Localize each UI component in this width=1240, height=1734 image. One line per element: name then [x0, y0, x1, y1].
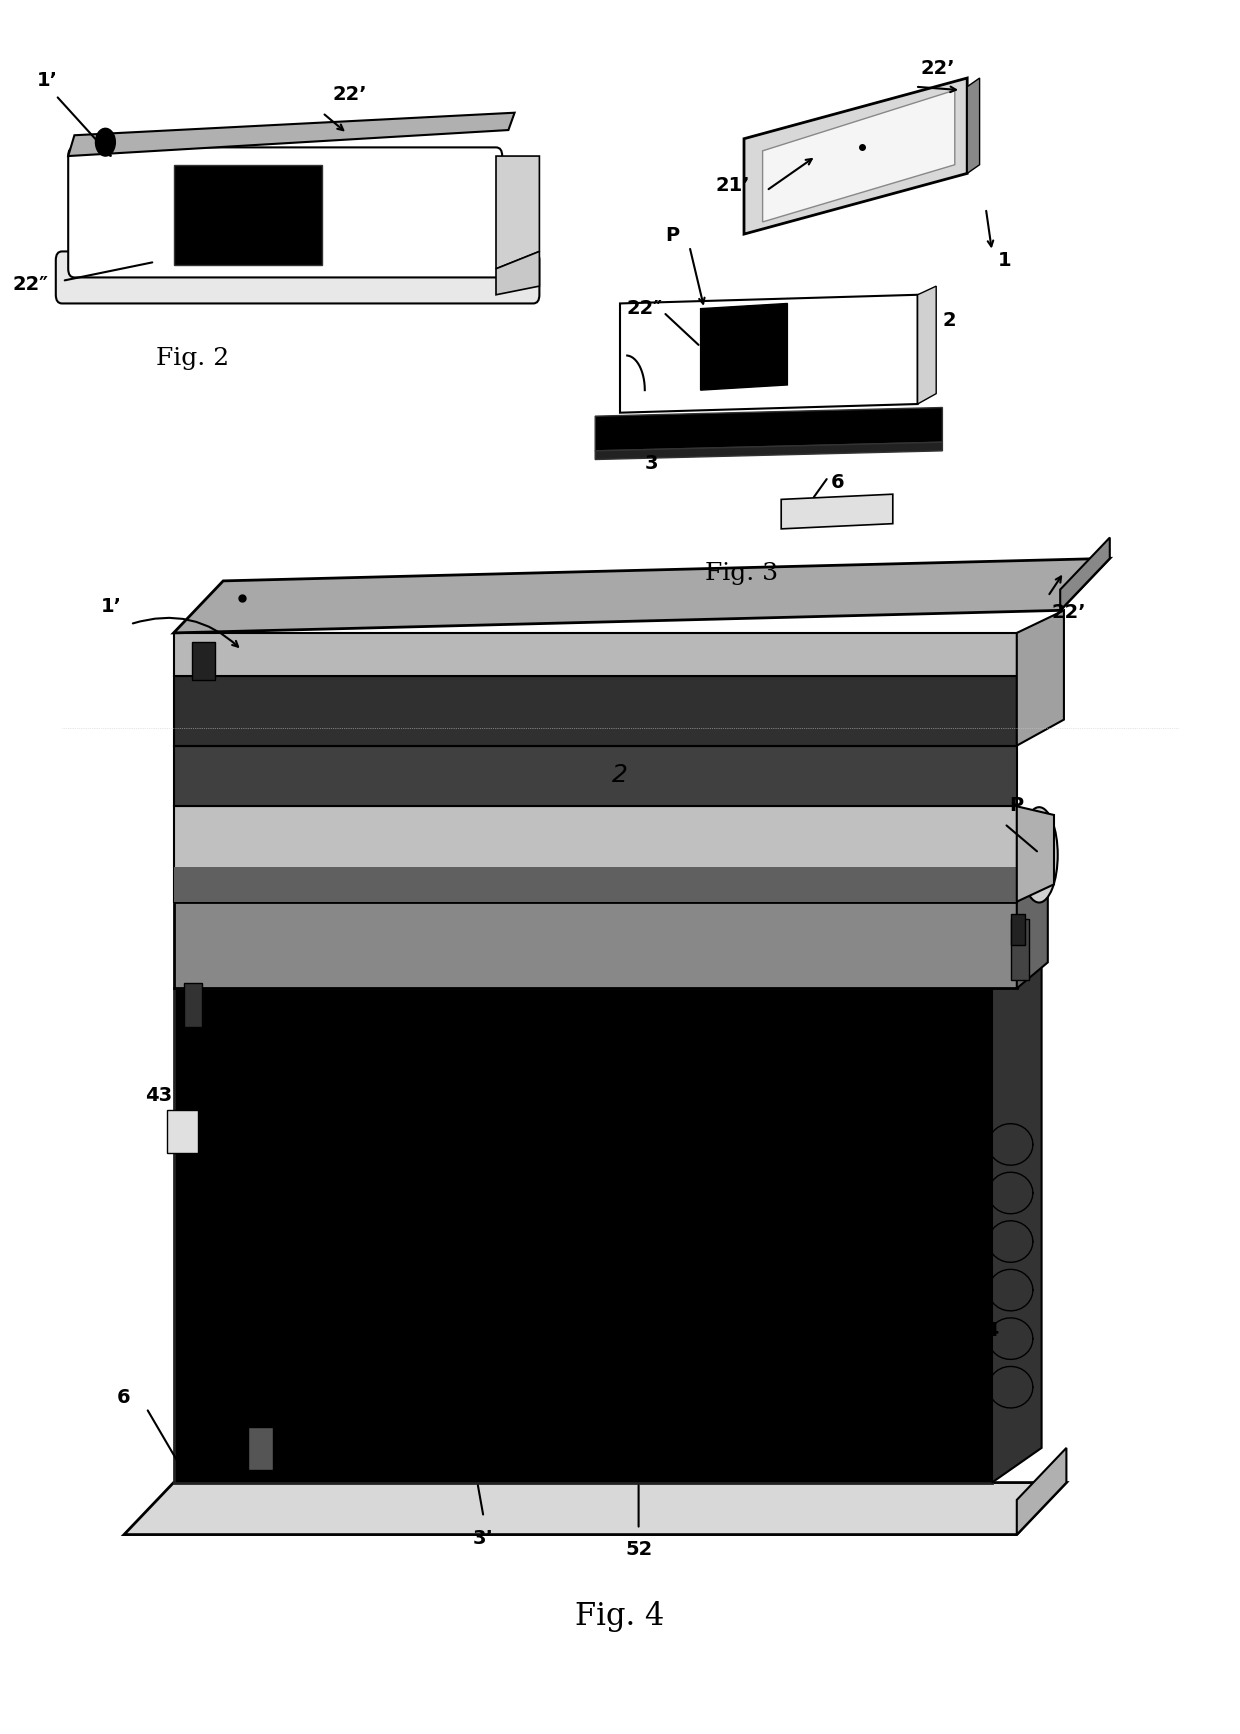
FancyBboxPatch shape: [68, 147, 502, 277]
Text: 54: 54: [972, 1321, 999, 1340]
Polygon shape: [174, 746, 1017, 806]
Polygon shape: [1017, 806, 1054, 902]
Text: Fig. 3: Fig. 3: [706, 562, 777, 584]
Polygon shape: [744, 78, 967, 234]
Bar: [192, 642, 215, 680]
Bar: [184, 983, 202, 1027]
Bar: [1011, 914, 1025, 945]
Text: 21’: 21’: [715, 177, 750, 194]
Polygon shape: [496, 251, 539, 295]
Circle shape: [95, 128, 115, 156]
Polygon shape: [174, 676, 1017, 746]
Text: 6: 6: [831, 473, 844, 491]
Polygon shape: [174, 988, 992, 1483]
Text: 1: 1: [998, 251, 1012, 269]
Polygon shape: [781, 494, 893, 529]
Text: 22″: 22″: [626, 300, 663, 317]
Text: P: P: [666, 227, 680, 244]
Polygon shape: [174, 806, 1017, 902]
Polygon shape: [763, 90, 955, 222]
Text: 1’: 1’: [37, 71, 57, 90]
Polygon shape: [496, 156, 539, 269]
Polygon shape: [174, 558, 1110, 633]
Text: 6: 6: [118, 1389, 130, 1406]
FancyBboxPatch shape: [56, 251, 539, 303]
Text: 22’: 22’: [1052, 603, 1086, 623]
Text: 3’: 3’: [474, 1529, 494, 1548]
Polygon shape: [595, 407, 942, 451]
Text: 3: 3: [645, 454, 657, 473]
Polygon shape: [595, 442, 942, 460]
Polygon shape: [918, 286, 936, 404]
Text: 22’: 22’: [920, 59, 955, 78]
Polygon shape: [174, 633, 1017, 676]
Polygon shape: [701, 303, 787, 390]
Text: Fig. 2: Fig. 2: [156, 347, 228, 369]
Bar: [167, 1110, 198, 1153]
Polygon shape: [967, 78, 980, 173]
Text: 1’: 1’: [102, 596, 122, 616]
Polygon shape: [68, 113, 515, 156]
Polygon shape: [174, 867, 1017, 902]
Text: 22″: 22″: [12, 276, 50, 293]
Text: 52: 52: [625, 1540, 652, 1559]
Polygon shape: [124, 1483, 1066, 1535]
Polygon shape: [1017, 610, 1064, 746]
Ellipse shape: [1021, 806, 1058, 902]
Text: 43: 43: [145, 1087, 172, 1105]
Text: 22’: 22’: [332, 85, 367, 104]
Bar: [174, 165, 322, 265]
Text: Fig. 4: Fig. 4: [575, 1600, 665, 1632]
Polygon shape: [1017, 1448, 1066, 1535]
Polygon shape: [620, 295, 918, 413]
Bar: [1011, 919, 1029, 980]
Bar: [248, 1427, 273, 1470]
Polygon shape: [174, 902, 1017, 988]
Text: 2: 2: [942, 312, 956, 329]
Polygon shape: [992, 962, 1042, 1483]
Text: 2: 2: [613, 763, 627, 787]
Polygon shape: [1017, 879, 1048, 988]
Text: P: P: [1009, 796, 1023, 815]
Polygon shape: [1060, 538, 1110, 610]
